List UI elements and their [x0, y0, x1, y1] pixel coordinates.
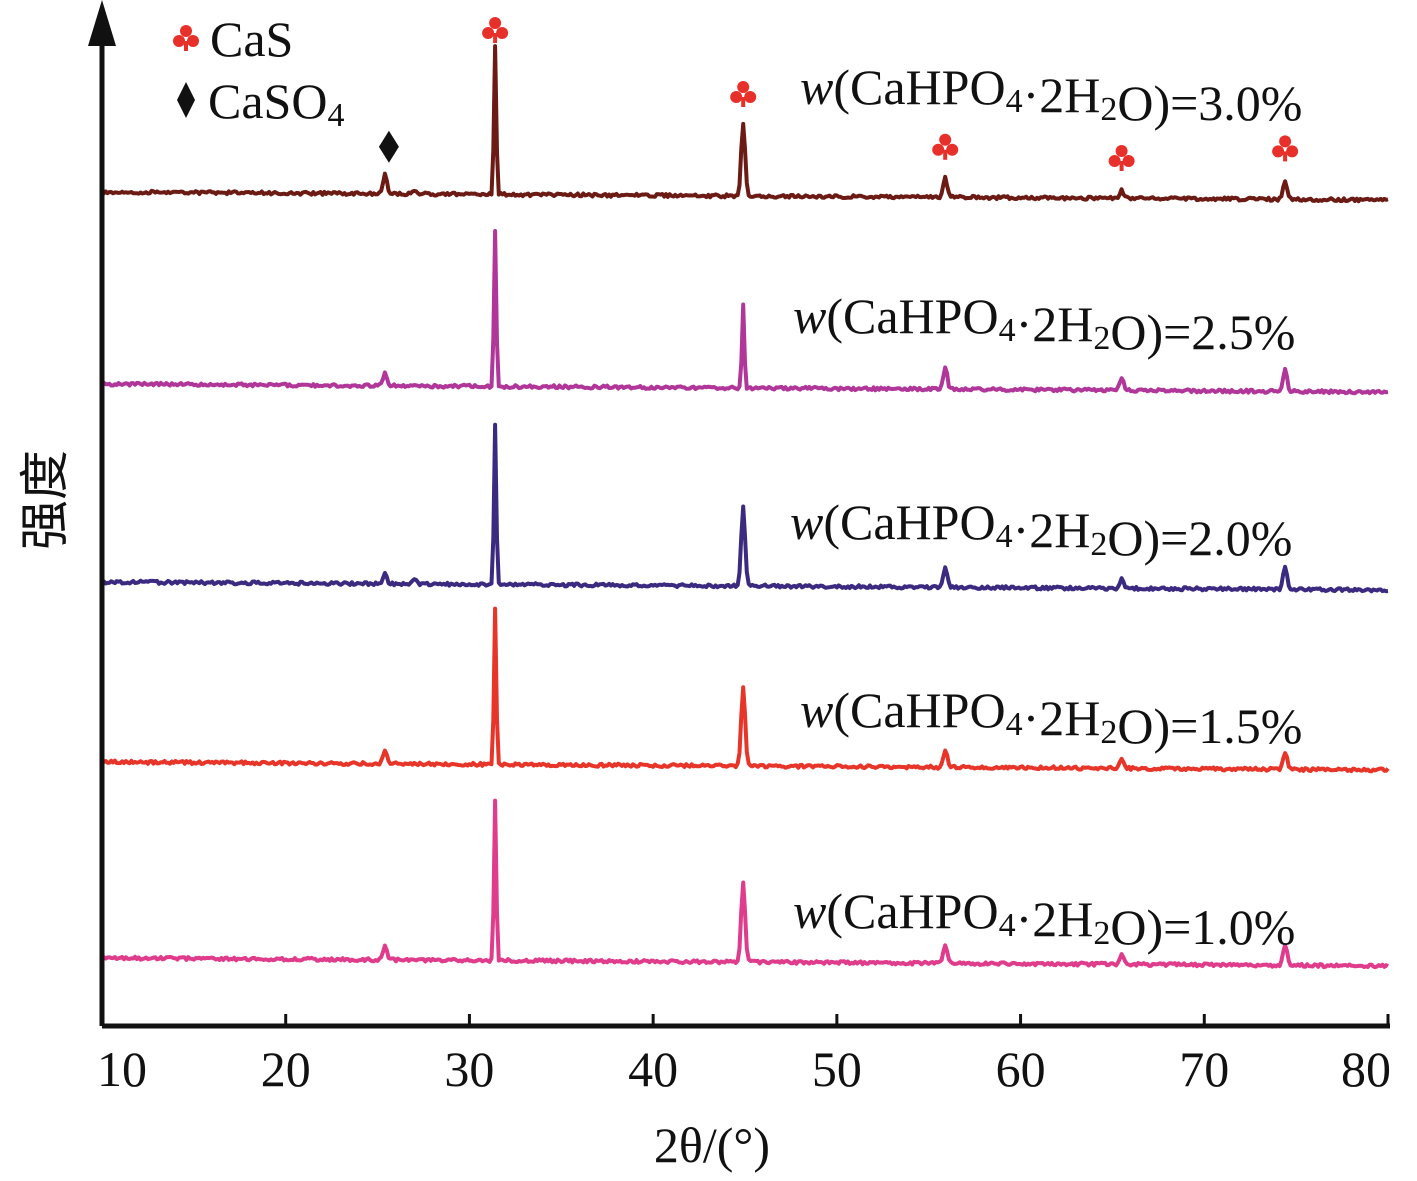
- series-labels: w(CaHPO4·2H2O)=3.0% w(CaHPO4·2H2O)=2.5% w(…: [790, 59, 1302, 955]
- series-label: w(CaHPO4·2H2O)=1.5%: [800, 682, 1302, 754]
- series-label: w(CaHPO4·2H2O)=1.0%: [793, 883, 1295, 955]
- x-tick-label: 70: [1179, 1041, 1229, 1097]
- x-tick-label: 10: [97, 1041, 147, 1097]
- x-ticks: 10 20 30 40 50 60 70 80: [97, 1014, 1391, 1097]
- club-icon: [173, 25, 199, 51]
- y-axis-title: 强度: [17, 450, 73, 550]
- x-tick-label: 20: [261, 1041, 311, 1097]
- series-layer: [100, 44, 1390, 970]
- series-line: [101, 798, 1390, 970]
- club-icon: [482, 17, 509, 43]
- club-icon: [1272, 135, 1299, 162]
- x-axis-title: 2θ/(°): [654, 1117, 770, 1173]
- series-label: w(CaHPO4·2H2O)=2.0%: [790, 494, 1292, 566]
- diamond-icon: [177, 82, 195, 118]
- club-icon: [932, 133, 959, 160]
- diamond-icon: [378, 130, 399, 163]
- legend-label-caso4: CaSO4: [208, 73, 344, 134]
- club-icon: [1108, 145, 1135, 171]
- legend: CaS CaSO4: [173, 11, 344, 134]
- legend-item-caso4: CaSO4: [177, 73, 344, 134]
- legend-item-cas: CaS: [173, 11, 293, 67]
- x-tick-label: 30: [444, 1041, 494, 1097]
- x-tick-label: 60: [996, 1041, 1046, 1097]
- club-icon: [730, 81, 757, 107]
- x-tick-label: 50: [812, 1041, 862, 1097]
- series-label: w(CaHPO4·2H2O)=3.0%: [800, 59, 1302, 131]
- series-line: [100, 44, 1389, 204]
- series-label: w(CaHPO4·2H2O)=2.5%: [793, 288, 1295, 360]
- series-line: [100, 229, 1389, 396]
- annotation-layer: [378, 17, 1299, 171]
- legend-label-cas: CaS: [210, 11, 293, 67]
- x-tick-label: 80: [1341, 1041, 1391, 1097]
- series-line: [101, 606, 1390, 774]
- x-tick-label: 40: [628, 1041, 678, 1097]
- y-axis-arrow-icon: [88, 0, 116, 46]
- series-line: [101, 422, 1389, 594]
